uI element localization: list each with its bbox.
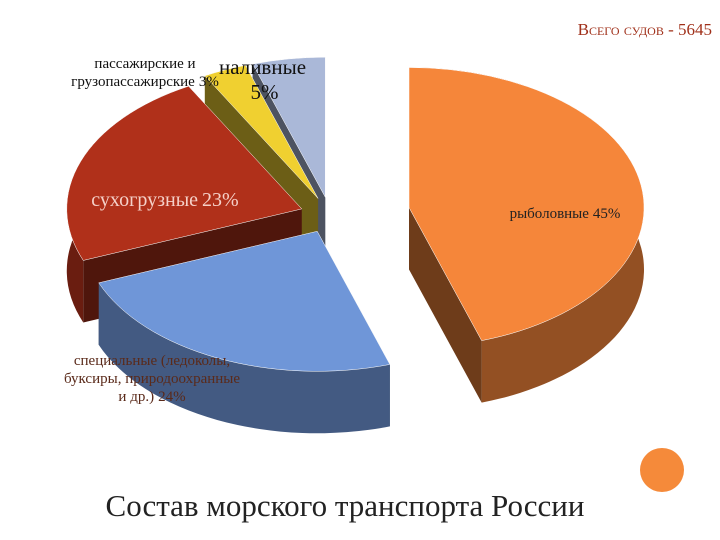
value-label: 5% [250,80,279,105]
value-label: 23% [202,189,239,211]
value-label: 45% [592,206,621,222]
data-label: наливные5% [205,55,320,105]
slice [66,85,303,261]
decor-circle [640,448,684,492]
data-label: специальные (ледоколы, буксиры, природоо… [62,352,242,406]
data-label: пассажирские и грузопассажирские 3% [60,55,230,91]
category-label: рыболовные [509,206,589,222]
chart-title: Состав морского транспорта России [105,488,585,523]
slice-side [98,282,390,434]
slice [204,65,319,199]
value-label: 24% [158,389,186,405]
category-label: сухогрузные [91,189,199,211]
slice [98,230,391,372]
subtitle: Всего судов - 5645 [577,20,712,39]
category-label: специальные (ледоколы, буксиры, природоо… [63,353,241,405]
slice-side [409,207,482,403]
slice [408,67,645,341]
category-label: пассажирские и грузопассажирские [71,56,196,90]
data-label: рыболовные 45% [505,205,625,223]
value-label: 3% [198,74,219,90]
category-label: наливные [218,55,307,79]
slice [252,56,326,198]
data-label: сухогрузные 23% [85,188,245,212]
